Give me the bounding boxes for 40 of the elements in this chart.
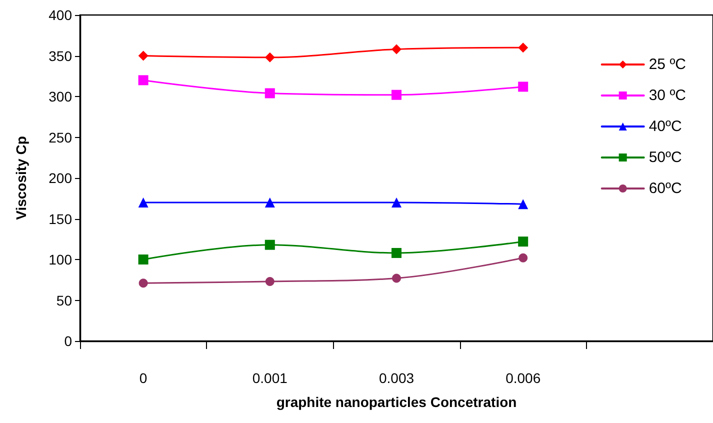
y-tick-label: 400 <box>48 7 72 23</box>
legend-label: 25 ºC <box>648 56 686 73</box>
point <box>138 254 148 264</box>
point <box>392 197 402 208</box>
legend-label: 30 ºC <box>648 87 686 104</box>
point <box>264 197 275 208</box>
legend-label: 40ºC <box>648 118 682 135</box>
point <box>264 240 275 250</box>
y-tick-label: 250 <box>48 129 72 146</box>
y-tick-label: 150 <box>48 210 72 227</box>
point <box>518 199 528 210</box>
point <box>265 277 274 286</box>
y-tick-label: 300 <box>48 88 72 104</box>
legend-label: 60ºC <box>648 180 682 197</box>
y-tick-label: 50 <box>56 292 72 308</box>
x-tick-label: 0.001 <box>252 370 288 386</box>
point <box>138 197 148 208</box>
legend-label: 50ºC <box>648 149 682 166</box>
point <box>518 236 528 247</box>
point <box>138 75 148 86</box>
point <box>264 88 275 98</box>
point <box>138 278 148 288</box>
point <box>518 42 528 53</box>
point <box>392 248 402 258</box>
x-tick-label: 0 <box>139 370 148 386</box>
point <box>518 82 528 92</box>
x-tick-label: 0.006 <box>506 370 541 386</box>
y-tick-label: 200 <box>48 170 72 186</box>
point <box>392 90 402 100</box>
point <box>264 52 275 62</box>
y-tick-label: 350 <box>48 48 72 64</box>
x-tick-label: 0.003 <box>378 370 414 386</box>
point <box>138 50 148 61</box>
y-tick-label: 100 <box>48 252 72 268</box>
y-axis-title: Viscosity Cp <box>13 136 29 220</box>
point <box>518 253 528 262</box>
x-axis-title: graphite nanoparticles Concetration <box>276 394 517 410</box>
point <box>392 44 402 54</box>
y-tick-label: 0 <box>64 333 72 349</box>
point <box>392 274 401 283</box>
